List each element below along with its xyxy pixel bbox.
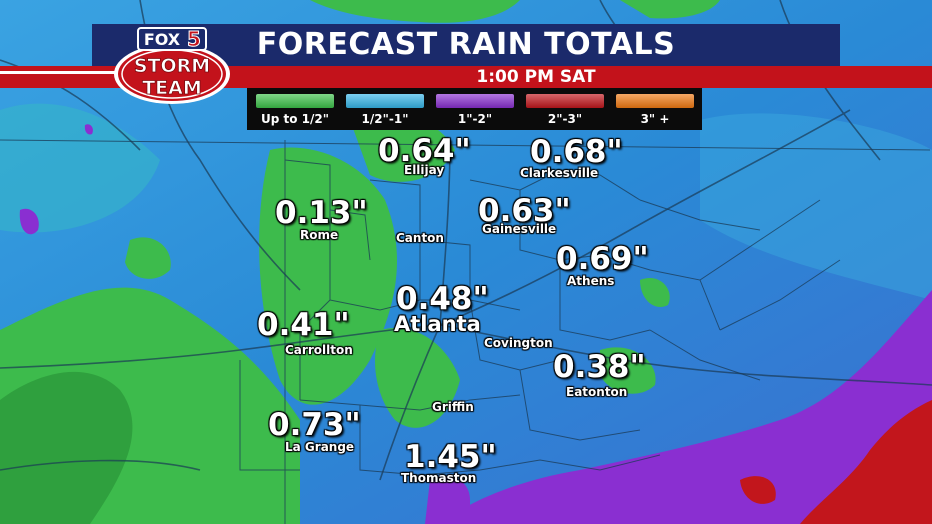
amount-clarkesville: 0.68"	[530, 134, 623, 170]
legend-swatch-2	[346, 94, 424, 108]
city-ellijay: Ellijay	[404, 163, 445, 177]
legend-label-4: 2"-3"	[547, 112, 583, 126]
legend-label-2: 1/2"-1"	[361, 112, 409, 126]
city-athens: Athens	[567, 274, 615, 288]
amount-la-grange: 0.73"	[268, 407, 361, 443]
amount-eatonton: 0.38"	[553, 349, 646, 385]
city-covington: Covington	[484, 336, 553, 350]
amount-atlanta: 0.48"	[396, 281, 489, 317]
amount-rome: 0.13"	[275, 195, 368, 231]
rain-legend: Up to 1/2" 1/2"-1" 1"-2" 2"-3" 3" +	[247, 88, 702, 130]
forecast-time: 1:00 PM SAT	[476, 67, 596, 87]
legend-label-3: 1"-2"	[457, 112, 493, 126]
logo-fox: FOX	[144, 30, 181, 49]
very-heavy-rain-area	[800, 400, 932, 524]
legend-swatch-3	[436, 94, 514, 108]
city-gainesville: Gainesville	[482, 222, 557, 236]
legend-label-1: Up to 1/2"	[260, 112, 329, 126]
title-banner: FORECAST RAIN TOTALS	[92, 24, 840, 66]
city-eatonton: Eatonton	[566, 385, 628, 399]
city-thomaston: Thomaston	[401, 471, 477, 485]
legend-label-5: 3" +	[640, 112, 670, 126]
fox5-storm-team-logo: FOX 5 STORM TEAM	[114, 27, 230, 104]
svg-text:STORM: STORM	[134, 55, 210, 77]
legend-swatch-4	[526, 94, 604, 108]
heavy-rain-area	[440, 290, 932, 524]
stripe-accent	[0, 71, 150, 74]
amount-athens: 0.69"	[556, 241, 649, 277]
time-bar	[0, 66, 932, 88]
legend-swatch-1	[256, 94, 334, 108]
city-griffin: Griffin	[432, 400, 474, 414]
city-canton: Canton	[396, 231, 444, 245]
city-clarkesville: Clarkesville	[520, 166, 599, 180]
amount-carrollton: 0.41"	[257, 307, 350, 343]
page-title: FORECAST RAIN TOTALS	[256, 27, 676, 62]
city-atlanta: Atlanta	[394, 312, 481, 336]
svg-text:5: 5	[187, 27, 201, 51]
amount-thomaston: 1.45"	[404, 439, 497, 475]
svg-text:TEAM: TEAM	[142, 77, 202, 99]
amount-ellijay: 0.64"	[378, 133, 471, 169]
legend-swatch-5	[616, 94, 694, 108]
city-rome: Rome	[300, 228, 339, 242]
amount-gainesville: 0.63"	[478, 193, 571, 229]
city-carrollton: Carrollton	[285, 343, 353, 357]
city-la-grange: La Grange	[285, 440, 355, 454]
county-lines	[0, 139, 931, 524]
